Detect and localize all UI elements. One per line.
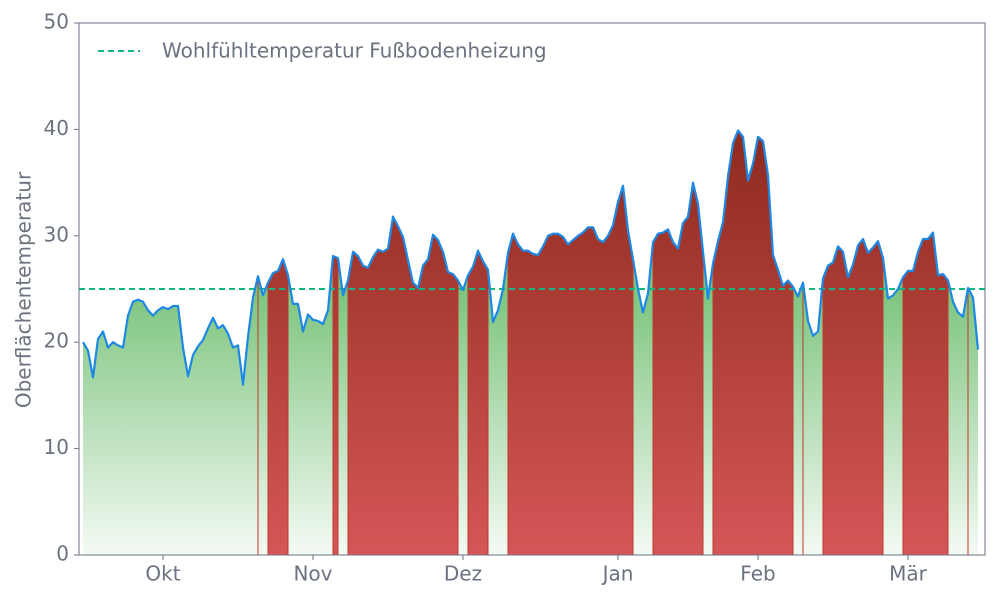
plot-frame [78,22,986,556]
y-tick-label: 40 [44,116,69,140]
y-tick-label: 20 [44,329,69,353]
x-tick-label: Dez [444,562,482,586]
y-tick-label: 30 [44,222,69,246]
y-tick-label: 50 [44,10,69,34]
above-threshold-fill [822,237,884,556]
x-tick-label: Feb [740,562,775,586]
y-tick-label: 0 [56,542,69,566]
above-threshold-fill [467,249,489,556]
x-tick-label: Okt [145,562,180,586]
y-tick-label: 10 [44,435,69,459]
x-tick-label: Mär [889,562,928,586]
legend-label: Wohlfühltemperatur Fußbodenheizung [162,39,547,63]
above-threshold-fill [652,182,704,556]
x-tick-label: Nov [293,562,332,586]
above-threshold-fill [267,257,289,556]
above-threshold-fill [902,231,949,556]
x-tick-label: Jan [601,562,634,586]
y-axis-label: Oberflächentemperatur [12,171,36,408]
above-threshold-fill [332,255,339,556]
line [82,129,980,386]
